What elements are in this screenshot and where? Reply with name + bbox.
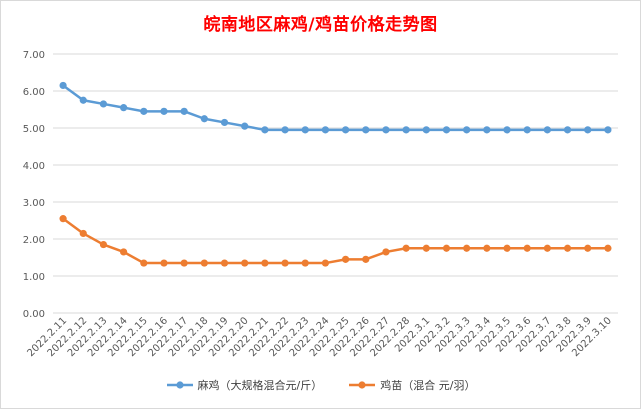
data-point [180,259,188,267]
data-point [604,244,612,252]
data-point [341,126,350,134]
data-point [604,126,612,134]
legend: 麻鸡（大规格混合元/斤） 鸡苗（混合 元/羽） [0,377,641,393]
data-point [140,107,148,115]
data-point [362,126,370,134]
y-tick-label: 3.00 [23,198,45,209]
data-point [442,244,451,252]
data-point [503,244,511,252]
legend-swatch [166,381,193,389]
data-point [120,104,128,112]
data-point [341,255,350,263]
series-2 [59,215,612,267]
y-tick-label: 1.00 [23,272,45,283]
data-point [503,126,511,134]
data-point [241,259,249,267]
data-point [241,122,249,130]
legend-label: 鸡苗（混合 元/羽） [380,379,476,392]
data-point [220,259,229,267]
data-point [563,126,572,134]
data-point [180,107,188,115]
series-layer [59,81,612,267]
data-point [483,126,491,134]
data-point [220,118,229,127]
data-point [140,259,148,267]
data-point [321,126,330,134]
data-point [99,100,108,108]
data-point [59,215,67,223]
series-line [62,217,608,265]
data-point [442,126,451,134]
data-point [402,126,410,134]
data-point [402,244,410,252]
legend-item: 鸡苗（混合 元/羽） [348,377,475,393]
data-point [382,126,390,134]
data-point [261,126,269,134]
data-point [422,126,430,134]
data-point [79,96,87,104]
series-1 [59,81,612,134]
data-point [584,244,592,252]
data-point [79,229,87,238]
data-point [463,244,471,252]
y-tick-label: 0.00 [23,309,45,320]
data-point [200,259,208,267]
data-point [563,244,572,252]
data-point [321,259,330,267]
data-point [463,126,471,134]
data-point [483,244,491,252]
data-point [200,115,208,123]
data-point [281,126,289,134]
y-tick-label: 4.00 [23,161,45,172]
data-point [99,240,108,249]
data-point [584,126,592,134]
y-tick-label: 6.00 [23,87,45,98]
grid-layer [53,53,618,314]
legend-swatch [349,381,376,389]
data-point [422,244,430,252]
data-point [59,81,67,90]
data-point [523,126,531,134]
x-axis-labels: 2022.2.112022.2.122022.2.132022.2.142022… [25,315,614,359]
data-point [382,248,390,256]
series-line [62,84,608,132]
data-point [543,126,551,134]
data-point [301,259,309,267]
y-axis-labels: 0.00 1.00 2.00 3.00 4.00 5.00 6.00 7.00 [23,50,45,320]
y-tick-label: 5.00 [23,124,45,135]
y-tick-label: 7.00 [23,50,45,61]
data-point [362,255,370,263]
data-point [281,259,289,267]
data-point [160,107,168,115]
chart-title: 皖南地区麻鸡/鸡苗价格走势图 [203,15,438,35]
legend-item: 麻鸡（大规格混合元/斤） [166,377,323,393]
data-point [120,248,128,256]
data-point [543,244,551,252]
data-point [301,126,309,134]
data-point [261,259,269,267]
legend-label: 麻鸡（大规格混合元/斤） [197,379,323,392]
y-tick-label: 2.00 [23,235,45,246]
data-point [523,244,531,252]
data-point [160,259,168,267]
